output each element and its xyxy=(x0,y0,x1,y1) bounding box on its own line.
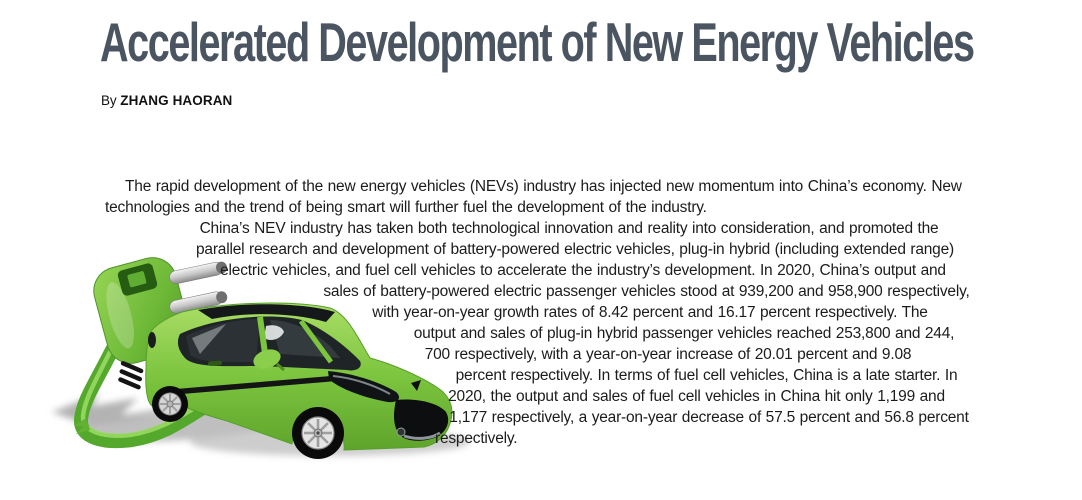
article-body: The rapid development of the new energy … xyxy=(105,176,975,449)
text-line: The rapid development of the new energy … xyxy=(125,178,962,195)
text-line: output and sales of plug-in hybrid passe… xyxy=(413,325,955,342)
byline-author: ZHANG HAORAN xyxy=(120,93,233,108)
text-line: 700 respectively, with a year-on-year in… xyxy=(424,346,912,363)
text-line: sales of battery-powered electric passen… xyxy=(323,283,970,300)
green-car-graphic xyxy=(145,302,453,459)
article-title: Accelerated Development of New Energy Ve… xyxy=(100,11,975,73)
green-car-charging-plug-illustration xyxy=(52,257,470,459)
text-line: 1,177 respectively, a year-on-year decre… xyxy=(449,409,969,426)
text-line: electric vehicles, and fuel cell vehicle… xyxy=(220,262,946,279)
paragraph-2: China’s NEV industry has taken both tech… xyxy=(105,218,975,449)
byline: By ZHANG HAORAN xyxy=(101,93,232,108)
text-line: 2020, the output and sales of fuel cell … xyxy=(448,388,945,405)
text-line: percent respectively. In terms of fuel c… xyxy=(455,367,958,384)
text-line: technologies and the trend of being smar… xyxy=(105,199,707,216)
text-line: China’s NEV industry has taken both tech… xyxy=(199,220,939,237)
text-line: parallel research and development of bat… xyxy=(196,241,954,258)
paragraph-1: The rapid development of the new energy … xyxy=(105,176,975,218)
text-line: respectively. xyxy=(435,430,518,447)
byline-prefix: By xyxy=(101,93,117,108)
text-line: with year-on-year growth rates of 8.42 p… xyxy=(372,304,928,321)
